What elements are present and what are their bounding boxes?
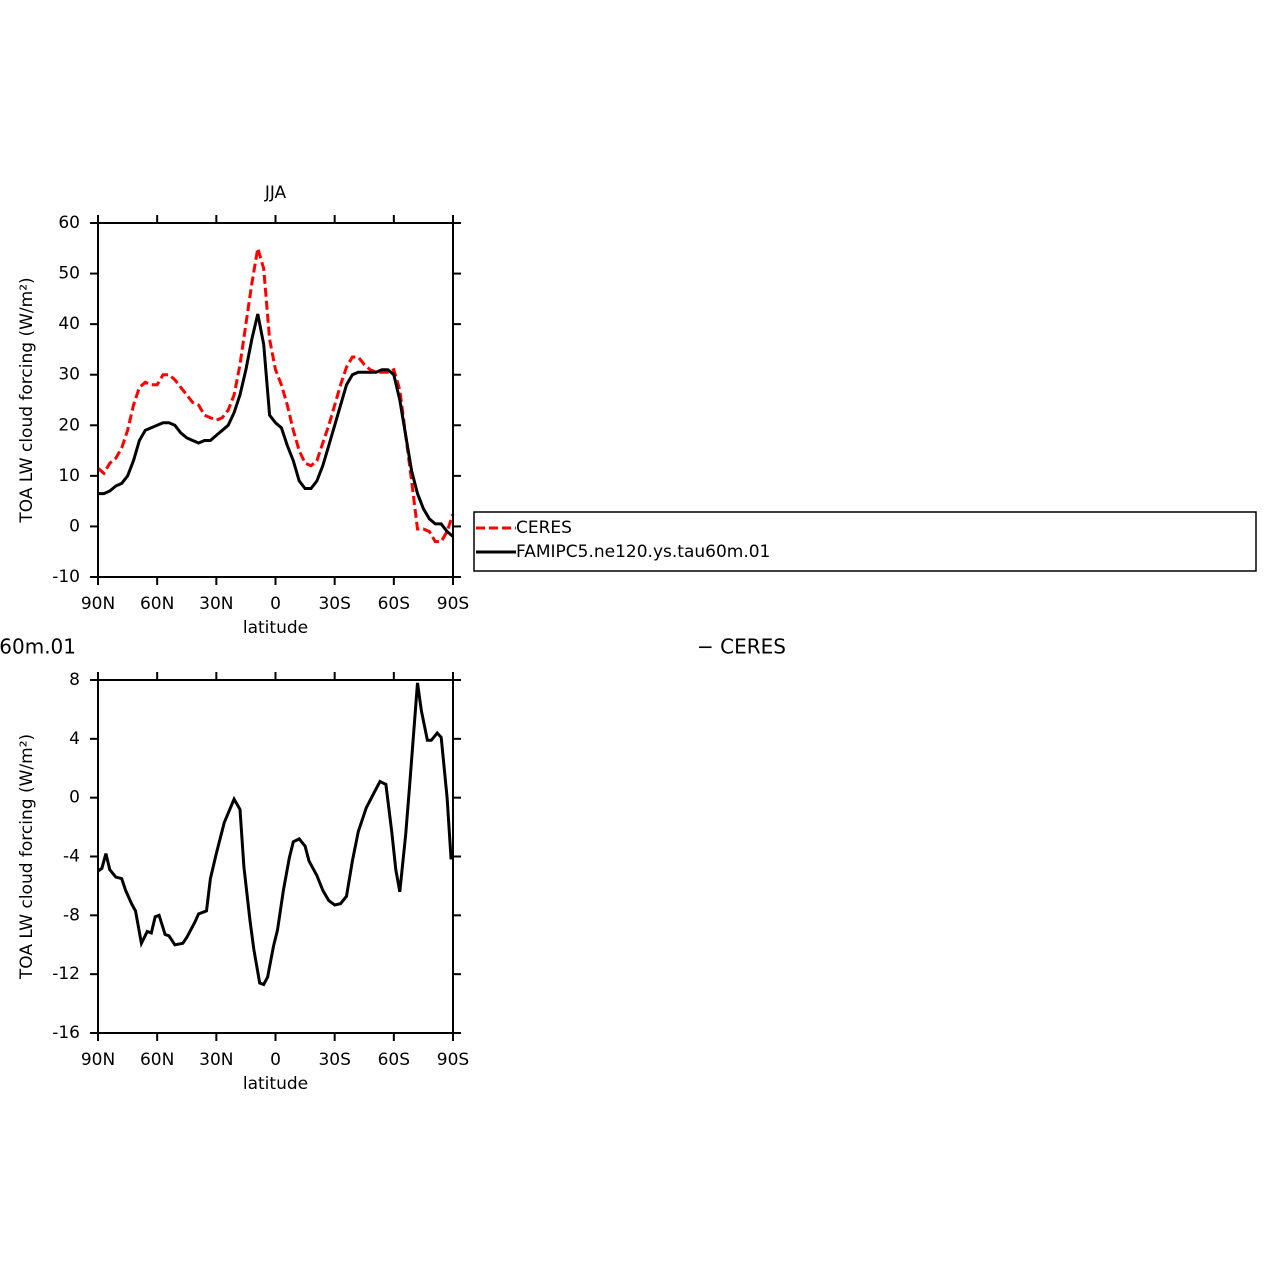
x-tick-label: 60S bbox=[378, 1050, 410, 1070]
y-axis-label: TOA LW cloud forcing (W/m²) bbox=[17, 734, 37, 980]
legend-box bbox=[473, 511, 1257, 572]
y-tick-label: 40 bbox=[58, 314, 80, 334]
x-tick-label: 0 bbox=[270, 1050, 281, 1070]
y-tick-label: 10 bbox=[58, 466, 80, 486]
legend-label: CERES bbox=[516, 518, 572, 538]
x-tick-label: 30S bbox=[318, 594, 350, 614]
x-tick-label: 0 bbox=[270, 594, 281, 614]
y-axis-label: TOA LW cloud forcing (W/m²) bbox=[17, 277, 37, 523]
x-tick-label: 30N bbox=[199, 1050, 233, 1070]
legend-label: FAMIPC5.ne120.ys.tau60m.01 bbox=[516, 542, 770, 562]
y-tick-label: 8 bbox=[69, 670, 80, 690]
chart-title: JJA bbox=[264, 183, 287, 203]
x-tick-label: 30N bbox=[199, 594, 233, 614]
chart-title: − CERES bbox=[697, 635, 786, 659]
x-axis-label: latitude bbox=[243, 618, 308, 638]
y-tick-label: 20 bbox=[58, 415, 80, 435]
y-tick-label: -16 bbox=[52, 1023, 80, 1043]
y-tick-label: -10 bbox=[52, 567, 80, 587]
y-tick-label: 60 bbox=[58, 213, 80, 233]
y-tick-label: -12 bbox=[52, 964, 80, 984]
series-line bbox=[98, 313, 454, 538]
y-tick-label: 30 bbox=[58, 365, 80, 385]
y-tick-label: 0 bbox=[69, 788, 80, 808]
chart-title: FAMIPC5.ne120.ys.tau60m.01 bbox=[0, 635, 76, 659]
x-tick-label: 90N bbox=[81, 594, 115, 614]
y-tick-label: 0 bbox=[69, 516, 80, 536]
x-tick-label: 60S bbox=[378, 594, 410, 614]
x-axis-label: latitude bbox=[243, 1074, 308, 1094]
x-tick-label: 60N bbox=[140, 594, 174, 614]
x-tick-label: 90N bbox=[81, 1050, 115, 1070]
y-tick-label: -8 bbox=[63, 905, 80, 925]
x-tick-label: 90S bbox=[437, 594, 469, 614]
x-tick-label: 30S bbox=[318, 1050, 350, 1070]
x-tick-label: 90S bbox=[437, 1050, 469, 1070]
y-tick-label: 4 bbox=[69, 729, 80, 749]
y-tick-label: 50 bbox=[58, 264, 80, 284]
x-tick-label: 60N bbox=[140, 1050, 174, 1070]
series-line bbox=[97, 682, 453, 987]
plot-frame bbox=[97, 222, 454, 578]
y-tick-label: -4 bbox=[63, 847, 80, 867]
plot-frame bbox=[97, 679, 454, 1034]
series-line bbox=[97, 247, 455, 544]
